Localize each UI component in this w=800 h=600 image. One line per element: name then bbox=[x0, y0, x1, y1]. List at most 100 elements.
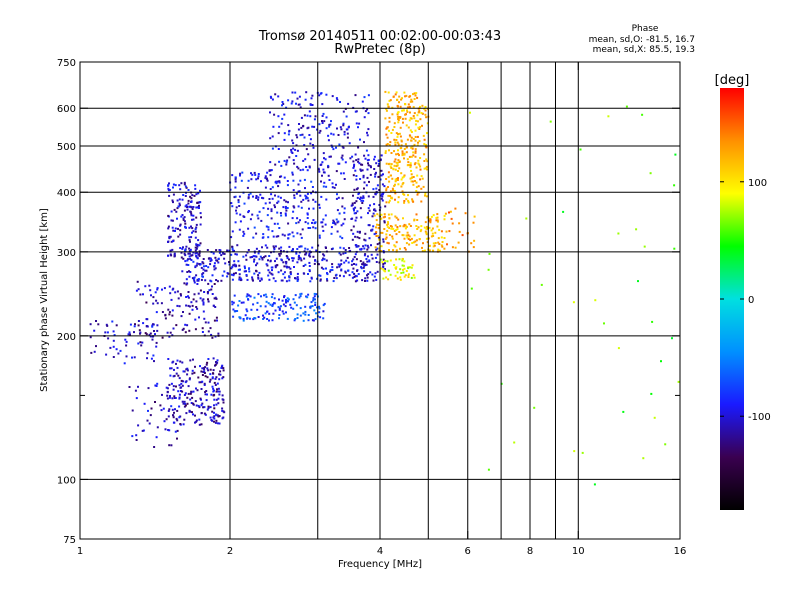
data-point bbox=[488, 252, 491, 255]
data-point bbox=[219, 249, 222, 252]
data-point bbox=[245, 270, 247, 273]
data-point bbox=[194, 318, 197, 321]
data-point bbox=[112, 339, 115, 342]
data-point bbox=[395, 153, 398, 156]
data-point bbox=[212, 416, 215, 419]
data-point bbox=[369, 271, 372, 274]
data-point bbox=[382, 263, 385, 265]
data-point bbox=[426, 225, 428, 228]
data-point bbox=[265, 263, 268, 266]
data-point bbox=[183, 370, 186, 373]
data-point bbox=[169, 331, 172, 334]
data-point bbox=[368, 224, 371, 227]
data-point bbox=[398, 154, 400, 157]
data-point bbox=[340, 156, 343, 159]
data-point bbox=[194, 365, 196, 368]
data-point bbox=[306, 212, 309, 215]
data-point bbox=[252, 318, 255, 321]
data-point bbox=[191, 218, 193, 221]
data-point bbox=[370, 253, 373, 256]
data-point bbox=[373, 168, 376, 170]
data-point bbox=[152, 354, 155, 357]
data-point bbox=[189, 271, 192, 273]
data-point bbox=[411, 147, 414, 150]
data-point bbox=[390, 213, 393, 216]
data-point bbox=[396, 135, 399, 138]
data-point bbox=[366, 244, 369, 247]
data-point bbox=[213, 319, 216, 322]
data-point bbox=[277, 185, 280, 188]
data-point bbox=[216, 382, 219, 385]
data-point bbox=[299, 257, 302, 260]
data-point bbox=[404, 95, 407, 98]
data-point bbox=[432, 249, 435, 252]
data-point bbox=[332, 219, 335, 222]
data-point bbox=[269, 111, 271, 114]
data-point bbox=[356, 196, 359, 199]
data-point bbox=[211, 376, 214, 379]
data-point bbox=[307, 319, 310, 322]
data-point bbox=[188, 226, 191, 229]
x-tick-label: 10 bbox=[572, 546, 585, 557]
data-point bbox=[399, 116, 402, 119]
data-point bbox=[188, 305, 191, 308]
data-point bbox=[145, 301, 148, 304]
data-point bbox=[397, 143, 400, 146]
data-point bbox=[353, 201, 356, 204]
data-point bbox=[414, 129, 417, 132]
data-point bbox=[166, 387, 169, 390]
data-point bbox=[198, 406, 201, 409]
data-point bbox=[172, 414, 174, 417]
data-point bbox=[105, 323, 108, 326]
data-point bbox=[190, 197, 193, 200]
data-point bbox=[196, 283, 199, 285]
data-point bbox=[139, 331, 142, 334]
data-point bbox=[299, 293, 302, 296]
data-point bbox=[414, 139, 417, 142]
data-point bbox=[193, 371, 196, 374]
data-point bbox=[246, 310, 249, 313]
data-point bbox=[393, 138, 396, 141]
data-point bbox=[388, 129, 390, 132]
data-point bbox=[274, 206, 276, 209]
data-point bbox=[292, 298, 295, 301]
data-point bbox=[214, 267, 217, 270]
data-point bbox=[266, 264, 269, 267]
data-point bbox=[357, 193, 360, 196]
data-point bbox=[360, 199, 363, 202]
data-point bbox=[389, 225, 392, 227]
data-point bbox=[257, 217, 260, 220]
data-point bbox=[288, 156, 291, 159]
data-point bbox=[223, 411, 226, 414]
data-point bbox=[272, 125, 275, 128]
data-point bbox=[151, 335, 154, 338]
data-point bbox=[285, 301, 288, 304]
data-point bbox=[361, 202, 364, 204]
data-point bbox=[220, 254, 223, 257]
data-point bbox=[380, 197, 383, 200]
data-point bbox=[262, 207, 265, 210]
data-point bbox=[404, 274, 407, 277]
data-point bbox=[387, 194, 390, 197]
data-point bbox=[276, 264, 279, 267]
data-point bbox=[352, 160, 355, 163]
data-point bbox=[407, 238, 410, 240]
data-point bbox=[386, 126, 389, 129]
data-point bbox=[215, 413, 217, 416]
data-point bbox=[434, 242, 437, 244]
data-point bbox=[234, 272, 237, 275]
data-point bbox=[239, 220, 242, 223]
data-point bbox=[212, 387, 215, 390]
data-point bbox=[209, 416, 212, 419]
data-point bbox=[373, 214, 376, 217]
data-point bbox=[270, 208, 273, 211]
data-point bbox=[282, 261, 285, 264]
data-point bbox=[194, 421, 196, 424]
data-point bbox=[403, 91, 406, 94]
data-point bbox=[353, 209, 355, 212]
data-point bbox=[144, 285, 147, 288]
data-point bbox=[167, 410, 170, 412]
data-point bbox=[421, 177, 424, 180]
data-point bbox=[203, 412, 206, 415]
data-point bbox=[413, 234, 416, 237]
